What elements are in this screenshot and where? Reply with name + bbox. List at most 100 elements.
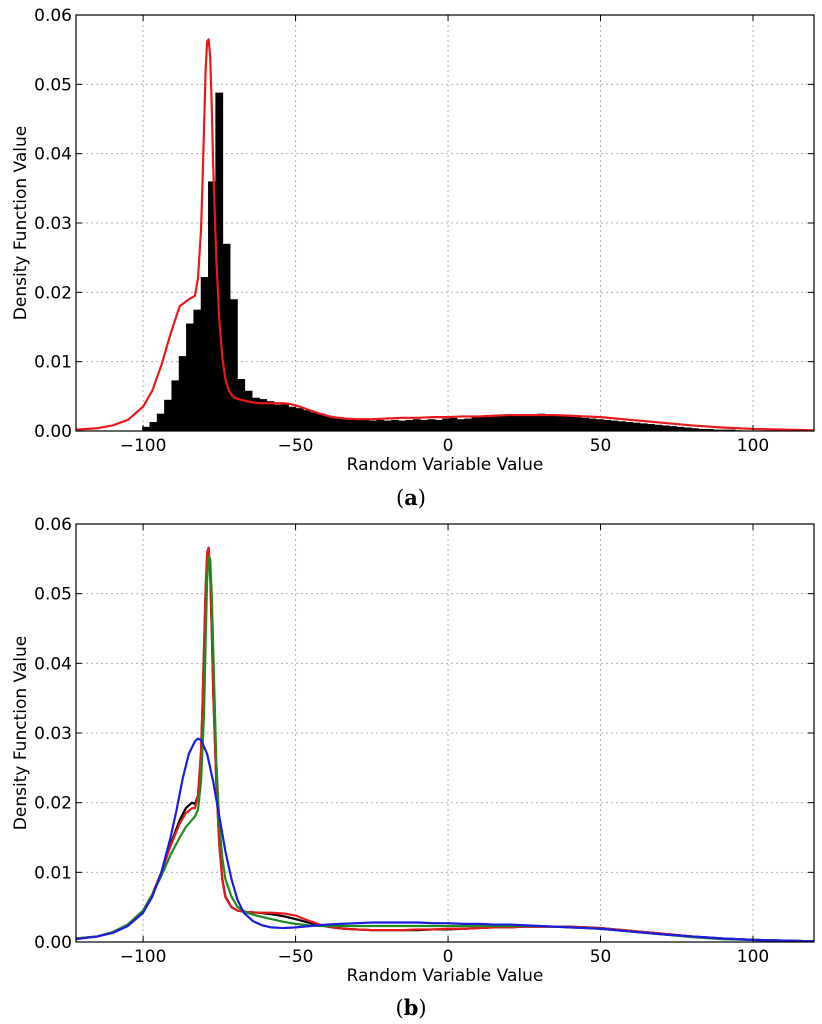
histogram-bar (288, 406, 297, 431)
histogram-bar (156, 413, 165, 431)
histogram-bar (354, 419, 363, 431)
x-axis-label-a: Random Variable Value (347, 455, 544, 475)
histogram-bar (281, 403, 290, 431)
density-curve (76, 38, 814, 431)
histogram-bar (164, 399, 172, 431)
panel-label-b: b (404, 995, 419, 1020)
histogram-bar (478, 416, 487, 431)
histogram-bar (193, 309, 202, 431)
y-axis-label-b: Density Function Value (11, 636, 31, 830)
panel-a: −100 −50 0 50 100 0.000.010.020.030.040.050.… (11, 6, 815, 510)
histogram-bar (230, 299, 238, 431)
histogram-bar (171, 380, 180, 431)
x-tick-label: −50 (278, 436, 314, 456)
y-tick-label: 0.00 (34, 422, 72, 442)
histogram-bar (339, 417, 348, 431)
histogram-bar (427, 419, 436, 431)
histogram-bar (559, 415, 568, 431)
histogram-bar (412, 419, 421, 431)
histogram-bar (149, 421, 158, 431)
histogram-bar (303, 410, 311, 431)
histogram-bar (727, 429, 736, 431)
histogram-bar (720, 429, 729, 431)
density-curves-b (76, 546, 814, 942)
y-tick-label: 0.02 (34, 794, 72, 814)
y-tick-label: 0.05 (34, 585, 72, 605)
histogram-bar (215, 92, 224, 432)
histogram-bar (310, 412, 319, 431)
histogram-bar (244, 390, 253, 431)
y-ticks-a: 0.00 0.01 0.02 0.03 0.04 0.05 0.06 (34, 6, 814, 442)
histogram-bar (456, 419, 465, 431)
histogram-bar (654, 424, 663, 431)
histogram-bar (566, 416, 575, 431)
histogram-bar (376, 419, 385, 431)
x-tick-label: 100 (737, 947, 769, 967)
x-ticks-a: −100 −50 0 50 100 (120, 15, 769, 456)
histogram-bar (552, 415, 560, 431)
y-tick-label: 0.00 (34, 933, 72, 953)
histogram-bar (434, 419, 443, 431)
x-tick-label: 0 (443, 436, 454, 456)
histogram-bar (449, 417, 458, 431)
histogram-bar (639, 423, 648, 431)
histogram-bar (200, 277, 209, 431)
histogram-bar (705, 428, 714, 431)
histogram-bar (347, 418, 355, 431)
density-curves-a (76, 38, 814, 431)
histogram-bar (493, 416, 502, 431)
x-tick-label: 50 (590, 947, 612, 967)
y-tick-label: 0.03 (34, 724, 72, 744)
histogram-bar (398, 420, 407, 431)
histogram-bar (515, 415, 524, 431)
y-tick-label: 0.05 (34, 75, 72, 95)
y-tick-label: 0.03 (34, 214, 72, 234)
panel-label-a: a (404, 485, 418, 510)
x-ticks-b: −100 −50 0 50 100 (120, 524, 769, 967)
histogram-bar (464, 418, 472, 431)
y-tick-label: 0.06 (34, 6, 72, 26)
histogram-bar (222, 243, 231, 431)
histogram-bar (669, 426, 677, 431)
histogram-bar (676, 426, 685, 431)
histogram-bar (208, 181, 216, 431)
histogram-bar (691, 428, 699, 431)
histogram-bar (325, 415, 333, 431)
x-tick-label: −50 (278, 947, 314, 967)
density-curve (76, 555, 814, 942)
histogram-bar (295, 408, 304, 431)
histogram-bar (544, 414, 553, 431)
panel-caption-a: (a) (396, 485, 426, 510)
histogram-bar (237, 379, 246, 431)
histogram-bar (537, 413, 546, 431)
x-tick-label: −100 (120, 947, 167, 967)
histogram-bar (617, 421, 626, 431)
histogram-bar (508, 414, 516, 431)
histogram-bar (698, 428, 707, 431)
histogram-bar (500, 415, 509, 431)
grid-b (76, 523, 814, 943)
histogram-bar (259, 399, 268, 431)
panel-caption-b: (b) (395, 995, 426, 1020)
histogram-bar (361, 419, 370, 431)
histogram-bar (713, 429, 721, 431)
histogram-bar (588, 418, 597, 431)
y-tick-label: 0.02 (34, 283, 72, 303)
histogram-bar (266, 401, 275, 431)
histogram-bar (405, 419, 414, 431)
y-tick-label: 0.01 (34, 353, 72, 373)
density-curve (76, 737, 814, 942)
x-tick-label: 0 (443, 947, 454, 967)
histogram-bar (661, 425, 670, 431)
histogram-bar (442, 418, 451, 431)
x-tick-label: 50 (590, 436, 612, 456)
x-tick-label: 100 (737, 436, 769, 456)
x-axis-label-b: Random Variable Value (347, 966, 544, 986)
histogram-bar (186, 323, 194, 431)
histogram-bar (632, 422, 641, 431)
histogram-bar (522, 414, 531, 431)
histogram-bar (610, 420, 619, 431)
y-tick-label: 0.04 (34, 654, 72, 674)
histogram-bar (317, 413, 326, 431)
